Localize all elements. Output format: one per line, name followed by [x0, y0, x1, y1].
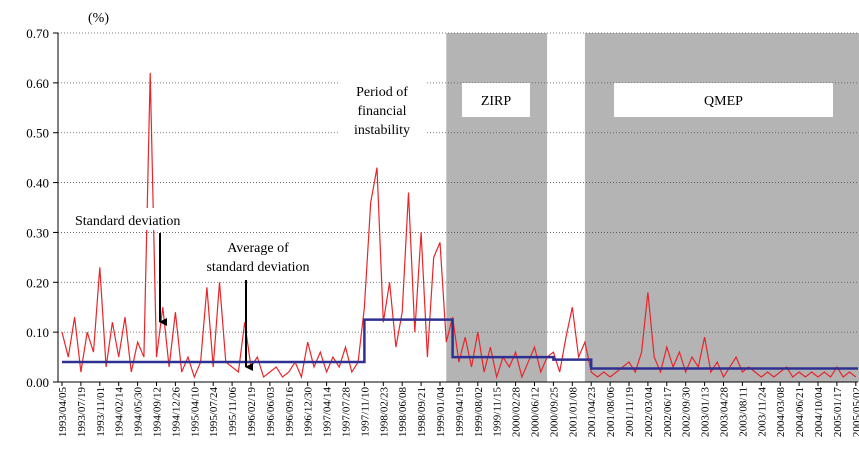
region-label: QMEP [704, 94, 743, 109]
x-tick-label: 1999/11/15 [492, 387, 504, 437]
x-tick-label: 2003/01/13 [700, 387, 712, 438]
x-tick-label: 2002/09/30 [681, 387, 693, 438]
x-tick-label: 1993/11/01 [95, 387, 107, 437]
x-tick-label: 2004/06/21 [794, 387, 806, 437]
x-tick-label: 1996/02/19 [246, 387, 258, 438]
x-tick-label: 1994/02/14 [114, 387, 126, 438]
x-tick-label: 2004/03/08 [775, 387, 787, 438]
x-tick-label: 1994/12/26 [170, 387, 182, 438]
x-tick-label: 1999/04/19 [454, 387, 466, 438]
y-tick-label: 0.40 [26, 176, 49, 191]
label-box [338, 80, 426, 142]
x-tick-label: 1994/05/30 [133, 387, 145, 438]
x-tick-label: 1998/06/08 [397, 387, 409, 438]
x-tick-label: 1996/09/16 [284, 387, 296, 438]
x-tick-label: 1995/04/10 [189, 387, 201, 438]
x-tick-label: 2001/01/08 [567, 387, 579, 438]
x-tick-label: 2000/06/12 [530, 387, 542, 437]
x-tick-label: 2003/04/28 [719, 387, 731, 438]
x-tick-label: 2000/09/25 [548, 387, 560, 438]
x-tick-label: 2004/10/04 [813, 387, 825, 438]
region-label-box [614, 83, 833, 117]
x-tick-label: 2002/06/17 [662, 387, 674, 438]
y-tick-label: 0.50 [26, 126, 49, 141]
x-tick-label: 2001/11/19 [624, 387, 636, 437]
x-tick-label: 1999/01/04 [435, 387, 447, 438]
unit-label: (%) [88, 11, 109, 26]
x-tick-label: 2001/04/23 [586, 387, 598, 438]
x-tick-label: 1996/12/30 [303, 387, 315, 438]
x-tick-label: 2005/05/02 [851, 387, 859, 437]
x-tick-label: 2001/08/06 [605, 387, 617, 438]
y-tick-label: 0.70 [26, 26, 49, 41]
x-tick-label: 1993/07/19 [76, 387, 88, 438]
label-box [203, 236, 313, 276]
x-tick-label: 1998/09/21 [416, 387, 428, 437]
y-tick-label: 0.30 [26, 225, 49, 240]
annotation: Standard deviation [75, 214, 180, 229]
y-tick-label: 0.00 [26, 375, 49, 390]
x-tick-label: 2003/08/11 [737, 387, 749, 437]
x-tick-label: 1996/06/03 [265, 387, 277, 438]
x-tick-label: 2005/01/17 [832, 387, 844, 438]
x-tick-label: 2003/11/24 [756, 387, 768, 437]
region-label: ZIRP [481, 94, 512, 109]
x-tick-label: 2002/03/04 [643, 387, 655, 438]
y-tick-label: 0.60 [26, 76, 49, 91]
x-tick-label: 1995/07/24 [208, 387, 220, 438]
x-tick-label: 1997/11/10 [359, 387, 371, 437]
x-tick-label: 1993/04/05 [57, 387, 69, 438]
annotation: Average of [227, 241, 289, 256]
label-box [72, 208, 237, 230]
period-label: instability [354, 123, 410, 138]
y-tick-label: 0.20 [26, 275, 49, 290]
annotation: standard deviation [206, 260, 309, 275]
average-line [62, 318, 858, 370]
y-tick-label: 0.10 [26, 325, 49, 340]
x-tick-label: 1998/02/23 [378, 387, 390, 438]
std-dev-line [61, 72, 857, 380]
region-label-box [462, 83, 530, 117]
x-tick-label: 2000/02/28 [511, 387, 523, 438]
x-tick-label: 1999/08/02 [473, 387, 485, 437]
x-tick-label: 1994/09/12 [152, 387, 164, 437]
period-label: financial [358, 104, 407, 119]
x-tick-label: 1997/04/14 [322, 387, 334, 438]
x-tick-label: 1995/11/06 [227, 387, 239, 437]
x-tick-label: 1997/07/28 [341, 387, 353, 438]
period-label: Period of [356, 85, 408, 100]
